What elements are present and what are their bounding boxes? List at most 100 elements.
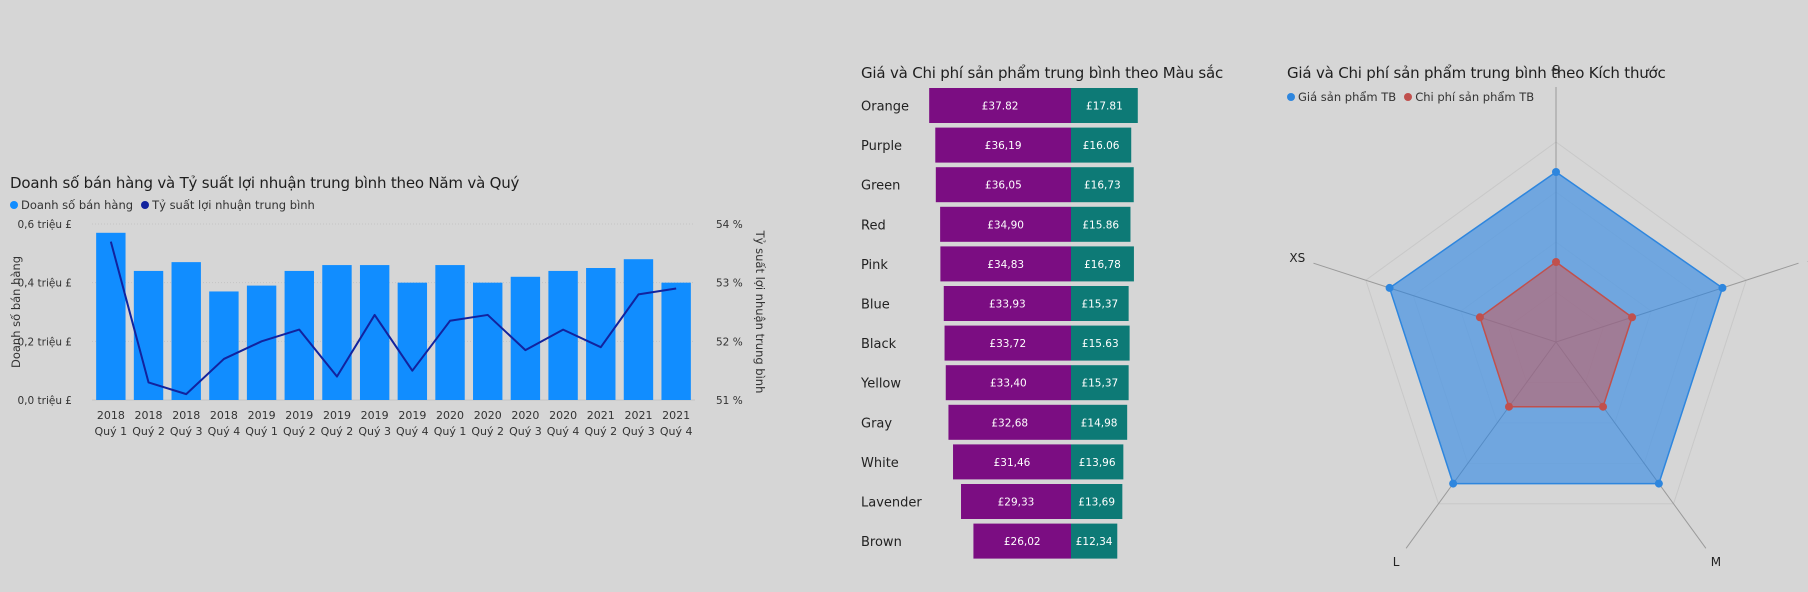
x-tick-label: Quý 3 (170, 425, 203, 438)
radar-series-area (1479, 261, 1633, 408)
bar-price (929, 88, 1071, 123)
size-radar-chart: Giá và Chi phí sản phẩm trung bình theo … (1280, 0, 1808, 592)
legend-item-cost[interactable]: Chi phí sản phẩm TB (1404, 90, 1534, 104)
y2-tick-label: 51 % (716, 395, 743, 407)
category-label: Blue (861, 298, 890, 313)
bar-price (940, 246, 1071, 282)
bar-price (948, 404, 1071, 440)
radar-point (1654, 479, 1663, 488)
bar-cost-label: £17.81 (1086, 101, 1123, 113)
category-label: Gray (861, 416, 892, 431)
legend-label: Tỷ suất lợi nhuận trung bình (152, 198, 315, 212)
x-tick-label: 2018 (97, 409, 125, 422)
bar-price-label: £36,19 (985, 140, 1022, 152)
bar (209, 291, 239, 400)
bar-cost (1071, 88, 1138, 123)
legend-item-margin[interactable]: Tỷ suất lợi nhuận trung bình (141, 198, 315, 212)
chart-title: Doanh số bán hàng và Tỷ suất lợi nhuận t… (10, 174, 520, 192)
legend-dot-icon (1404, 93, 1413, 101)
legend-dot-icon (141, 201, 150, 209)
legend-label: Giá sản phẩm TB (1298, 90, 1397, 104)
x-tick-label: Quý 1 (95, 425, 128, 438)
bar-cost (1071, 286, 1129, 321)
category-label: Black (861, 337, 897, 352)
legend-label: Chi phí sản phẩm TB (1415, 90, 1535, 104)
bar (171, 262, 201, 400)
radar-point (1475, 313, 1484, 322)
radar-point (1504, 402, 1513, 411)
bar-cost-label: £16,78 (1084, 259, 1121, 271)
legend-item-price[interactable]: Giá sản phẩm TB (1287, 90, 1396, 104)
radar-point (1385, 283, 1394, 292)
y-tick-label: 0,0 triệu £ (17, 395, 72, 407)
x-tick-label: Quý 3 (358, 425, 391, 438)
chart-legend: Doanh số bán hàng Tỷ suất lợi nhuận trun… (10, 198, 319, 212)
bar-cost-label: £16.06 (1083, 140, 1120, 152)
radar-point (1599, 402, 1608, 411)
hbar-plot: Orange £37.82 £17.81 Purple £36,19 £16.06 Gree… (860, 88, 1138, 559)
bar-cost-label: £15.63 (1082, 338, 1119, 350)
radar-axis-label: M (1711, 555, 1721, 569)
bar-price-label: £34,83 (987, 259, 1024, 271)
x-tick-label: 2018 (135, 409, 163, 422)
x-tick-label: 2019 (285, 409, 313, 422)
bar (246, 285, 277, 400)
radar-axis-label: L (1393, 555, 1400, 569)
x-tick-label: 2020 (474, 409, 502, 422)
bar-price (935, 167, 1071, 203)
y2-tick-label: 53 % (716, 278, 743, 290)
bar (473, 282, 503, 400)
x-tick-label: Quý 2 (283, 425, 316, 438)
bar-cost (1071, 246, 1134, 282)
x-tick-label: Quý 2 (471, 425, 504, 438)
x-tick-label: Quý 1 (434, 425, 467, 438)
x-tick-label: Quý 4 (660, 425, 693, 438)
x-tick-label: Quý 3 (509, 425, 542, 438)
x-tick-label: 2020 (549, 409, 577, 422)
x-tick-label: Quý 1 (245, 425, 278, 438)
y2-tick-label: 52 % (716, 336, 743, 348)
bar-price (953, 444, 1071, 480)
bar-price-label: £29,33 (998, 497, 1035, 509)
legend-item-sales[interactable]: Doanh số bán hàng (10, 198, 133, 212)
bar-price (945, 365, 1071, 401)
bar-price-label: £34,90 (987, 219, 1024, 231)
bar-cost (1071, 484, 1123, 519)
bar-price-label: £32,68 (991, 417, 1028, 429)
category-label: Purple (861, 139, 902, 154)
bar (284, 270, 314, 400)
x-tick-label: 2018 (210, 409, 238, 422)
bar (623, 259, 654, 400)
bar-cost (1071, 167, 1134, 203)
x-tick-label: 2019 (361, 409, 389, 422)
legend-dot-icon (1287, 93, 1295, 101)
bar-price-label: £26,02 (1004, 536, 1041, 548)
y-tick-label: 0,4 triệu £ (17, 278, 72, 290)
bar-price (973, 523, 1071, 559)
bar (133, 270, 164, 400)
series-line (109, 241, 677, 396)
bar-price-label: £37.82 (982, 101, 1019, 113)
category-label: Pink (861, 258, 888, 273)
x-tick-label: 2019 (323, 409, 351, 422)
x-tick-label: Quý 2 (321, 425, 354, 438)
bar-price (943, 286, 1071, 321)
x-tick-label: 2021 (624, 409, 652, 422)
radar-grid-ring (1365, 141, 1747, 505)
x-tick-label: Quý 2 (132, 425, 165, 438)
bar-price-label: £33,93 (989, 299, 1026, 311)
bar-price-label: £33,72 (989, 338, 1026, 350)
category-label: Green (861, 179, 900, 194)
bar-cost-label: £15,37 (1081, 299, 1118, 311)
bar (435, 265, 465, 400)
bar-price (961, 484, 1071, 519)
x-tick-label: 2021 (587, 409, 615, 422)
radar-axis-label: XS (1289, 251, 1305, 265)
category-label: Orange (861, 100, 909, 115)
x-tick-label: Quý 4 (396, 425, 429, 438)
x-tick-label: Quý 4 (208, 425, 241, 438)
radar-axis-label: S (1552, 63, 1560, 77)
bar-cost-label: £15.86 (1082, 219, 1119, 231)
radar-point (1552, 258, 1560, 266)
category-label: Red (861, 218, 886, 233)
